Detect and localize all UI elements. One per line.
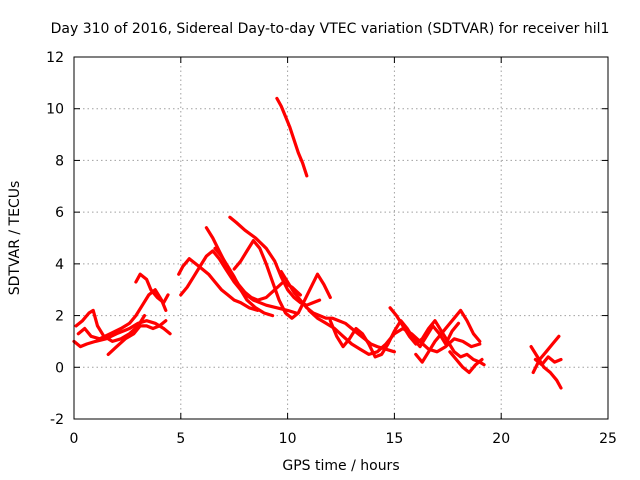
series-trace-10 — [228, 215, 322, 307]
series-trace-7 — [179, 249, 298, 315]
series-trace-11 — [232, 239, 332, 320]
y-axis-label: SDTVAR / TECUs — [7, 181, 23, 296]
y-tick-label: 6 — [55, 205, 64, 221]
grid — [74, 57, 608, 419]
series-trace-17 — [414, 308, 482, 364]
y-tick-label: 12 — [46, 50, 64, 66]
x-tick-label: 5 — [176, 431, 185, 447]
series-trace-20 — [531, 334, 561, 375]
series-trace-18 — [448, 350, 484, 375]
chart-title: Day 310 of 2016, Sidereal Day-to-day VTE… — [51, 21, 610, 37]
axis-ticks: 0 5 10 15 20 25 -2 0 2 4 6 8 10 12 — [46, 50, 617, 447]
plot-frame — [73, 56, 609, 420]
series-trace-1 — [72, 319, 172, 349]
y-tick-label: 4 — [55, 257, 64, 273]
series-trace-4 — [106, 319, 168, 356]
series-trace-15 — [328, 319, 461, 359]
x-tick-label: 10 — [279, 431, 297, 447]
series-trace-21 — [533, 355, 563, 367]
x-tick-label: 20 — [492, 431, 510, 447]
series-trace-3 — [74, 308, 147, 343]
series-trace-2 — [76, 288, 168, 341]
y-tick-label: 0 — [55, 360, 64, 376]
series-trace-16 — [388, 306, 486, 367]
series-trace-19 — [529, 345, 563, 390]
y-tick-label: 8 — [55, 153, 64, 169]
y-tick-label: 2 — [55, 309, 64, 325]
series-trace-12 — [279, 270, 396, 354]
x-tick-label: 0 — [70, 431, 79, 447]
data-series — [72, 96, 563, 390]
x-tick-label: 25 — [599, 431, 617, 447]
y-tick-label: -2 — [50, 412, 64, 428]
x-axis-label: GPS time / hours — [282, 458, 399, 474]
series-trace-5 — [134, 272, 170, 305]
series-trace-6 — [177, 257, 260, 312]
x-tick-label: 15 — [385, 431, 403, 447]
series-trace-9 — [213, 246, 275, 318]
y-tick-label: 10 — [46, 102, 64, 118]
series-trace-13 — [275, 96, 309, 178]
